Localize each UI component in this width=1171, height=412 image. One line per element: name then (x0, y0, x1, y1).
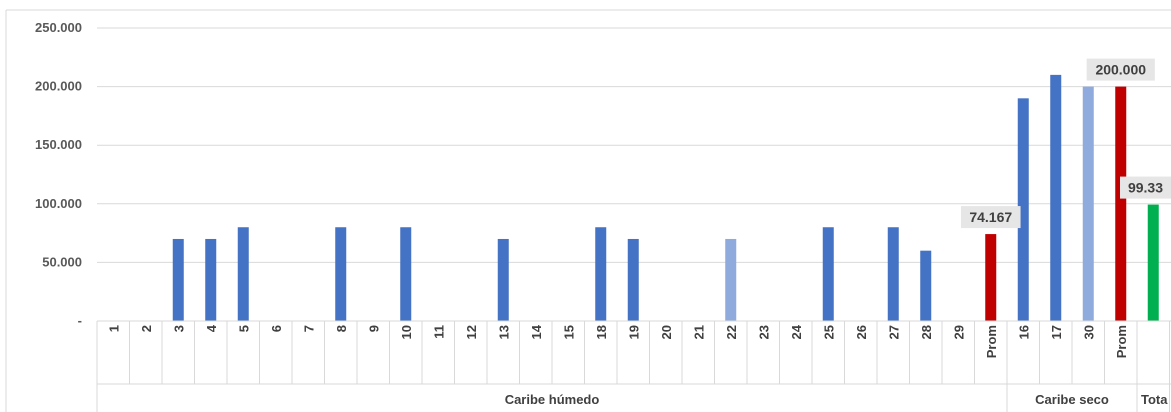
bar-3 (172, 238, 184, 321)
y-tick-label: 150.000 (35, 137, 82, 152)
data-label-background (1120, 176, 1171, 199)
group-label: Tota (1141, 392, 1168, 407)
category-label: 22 (724, 325, 739, 339)
y-tick-label: - (78, 313, 82, 328)
data-label-background (1086, 58, 1155, 81)
bar-18 (595, 227, 607, 321)
category-label: 25 (821, 325, 836, 339)
category-label: 14 (529, 324, 544, 339)
bar-10 (400, 227, 412, 321)
bar-22 (725, 238, 737, 321)
category-label: 28 (919, 325, 934, 339)
bar-16 (1017, 98, 1029, 321)
bar-28 (920, 250, 932, 321)
y-tick-label: 250.000 (35, 20, 82, 35)
category-label: 5 (236, 325, 251, 332)
group-label: Caribe húmedo (505, 392, 600, 407)
category-label: 23 (756, 325, 771, 339)
category-label: 4 (204, 324, 219, 332)
category-label: 11 (431, 325, 446, 339)
category-label: 6 (269, 325, 284, 332)
category-label: 18 (594, 325, 609, 339)
y-tick-label: 200.000 (35, 79, 82, 94)
data-label-background (960, 206, 1021, 229)
bar-8 (335, 227, 347, 321)
category-label: 16 (1016, 325, 1031, 339)
category-label: 20 (659, 325, 674, 339)
bar-4 (205, 238, 217, 321)
bar-25 (822, 227, 834, 321)
category-label: Prom (1114, 325, 1129, 358)
data-label: 99.33 (1128, 180, 1163, 196)
category-label: 17 (1049, 325, 1064, 339)
category-label: 2 (139, 325, 154, 332)
data-label: 200.000 (1095, 62, 1146, 78)
category-label: 8 (334, 325, 349, 332)
bar-Prom (1115, 86, 1127, 321)
bar-13 (497, 238, 509, 321)
category-label: 21 (691, 325, 706, 339)
category-label: 12 (464, 325, 479, 339)
category-label: 24 (789, 324, 804, 339)
group-label: Caribe seco (1035, 392, 1109, 407)
category-label: 15 (561, 325, 576, 339)
bar-27 (887, 227, 899, 321)
bars (172, 74, 1159, 321)
data-label: 74.167 (969, 209, 1012, 225)
category-label: 7 (301, 325, 316, 332)
bar-total (1147, 204, 1159, 321)
category-label: 1 (106, 325, 121, 332)
category-label: 3 (171, 325, 186, 332)
category-label: 30 (1081, 325, 1096, 339)
y-tick-label: 100.000 (35, 196, 82, 211)
category-label: 13 (496, 325, 511, 339)
category-label: Prom (984, 325, 999, 358)
category-label: 9 (366, 325, 381, 332)
category-label: 26 (854, 325, 869, 339)
category-label: 10 (399, 325, 414, 339)
category-axis: 1 2 3 4 5 6 7 8 9 10 11 12 13 14 15 18 19 20 21 22 23 24 25 26 2… (96, 320, 1171, 412)
data-labels: 74.167 200.000 99.33 (960, 58, 1171, 229)
category-label: 29 (951, 325, 966, 339)
bar-17 (1050, 74, 1062, 321)
y-tick-label: 50.000 (42, 254, 82, 269)
category-label: 27 (886, 325, 901, 339)
bar-30 (1082, 86, 1094, 321)
y-axis-ticks: - 50.000 100.000 150.000 200.000 250.000 (35, 20, 82, 328)
category-label: 19 (626, 325, 641, 339)
bar-Prom (985, 234, 997, 321)
bar-5 (237, 227, 249, 321)
bar-19 (627, 238, 639, 321)
